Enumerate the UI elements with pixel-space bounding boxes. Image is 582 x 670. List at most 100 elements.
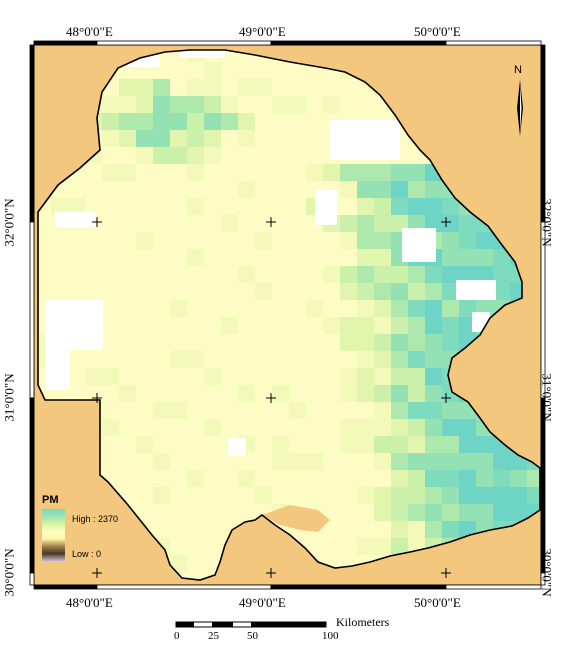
raster-cell: [68, 385, 86, 403]
raster-cell: [374, 317, 392, 335]
raster-cell: [340, 419, 358, 437]
raster-cell: [357, 232, 375, 250]
raster-cell: [255, 402, 273, 420]
raster-cell: [170, 283, 188, 301]
raster-cell: [153, 147, 171, 165]
raster-cell: [238, 453, 256, 471]
frame-segment: [540, 397, 546, 574]
raster-cell: [255, 385, 273, 403]
raster-cell: [153, 283, 171, 301]
raster-cell: [238, 283, 256, 301]
north-arrow-icon: [517, 80, 523, 136]
left-coord-2: 31°0'0"N: [1, 373, 17, 422]
raster-cell: [136, 436, 154, 454]
raster-cell: [425, 283, 443, 301]
raster-cell: [272, 283, 290, 301]
raster-cell: [391, 419, 409, 437]
raster-cell: [425, 453, 443, 471]
raster-cell: [204, 521, 222, 539]
raster-cell: [357, 249, 375, 267]
raster-cell: [391, 334, 409, 352]
raster-cell: [170, 334, 188, 352]
raster-cell: [408, 504, 426, 522]
raster-cell: [255, 181, 273, 199]
raster-cell: [119, 317, 137, 335]
raster-cell: [51, 283, 69, 301]
raster-cell: [38, 283, 52, 301]
raster-cell: [187, 334, 205, 352]
raster-cell: [442, 453, 460, 471]
raster-cell: [102, 164, 120, 182]
raster-cell: [255, 147, 273, 165]
raster-cell: [272, 436, 290, 454]
raster-cell: [459, 419, 477, 437]
raster-cell: [340, 164, 358, 182]
raster-cell: [476, 453, 494, 471]
raster-cell: [136, 181, 154, 199]
raster-cell: [170, 453, 188, 471]
raster-cell: [425, 521, 443, 539]
raster-cell: [272, 368, 290, 386]
raster-cell: [289, 334, 307, 352]
raster-cell: [68, 198, 86, 216]
raster-cell: [357, 368, 375, 386]
raster-cell: [357, 334, 375, 352]
raster-cell: [187, 79, 205, 97]
raster-cell: [493, 249, 511, 267]
raster-cell: [170, 198, 188, 216]
raster-cell: [306, 113, 324, 131]
raster-cell: [153, 504, 171, 522]
raster-cell: [238, 402, 256, 420]
raster-cell: [238, 487, 256, 505]
raster-cell: [306, 249, 324, 267]
raster-cell: [442, 283, 460, 301]
raster-cell: [408, 198, 426, 216]
raster-cell: [323, 249, 341, 267]
raster-cell: [102, 283, 120, 301]
raster-cell: [408, 487, 426, 505]
raster-cell: [323, 266, 341, 284]
raster-cell: [187, 402, 205, 420]
raster-cell: [272, 470, 290, 488]
raster-cell: [289, 317, 307, 335]
frame-segment: [540, 44, 546, 223]
raster-cell: [153, 419, 171, 437]
raster-cell: [357, 419, 375, 437]
frame-segment: [445, 40, 542, 46]
raster-cell: [136, 300, 154, 318]
bottom-coord-2: 49°0'0"E: [239, 595, 286, 610]
raster-cell: [102, 436, 120, 454]
raster-cell: [289, 249, 307, 267]
raster-cell: [391, 368, 409, 386]
raster-cell: [459, 504, 477, 522]
raster-cell: [323, 79, 341, 97]
raster-cell: [170, 368, 188, 386]
raster-cell: [136, 164, 154, 182]
raster-cell: [102, 215, 120, 233]
raster-cell: [272, 351, 290, 369]
raster-cell: [442, 334, 460, 352]
raster-cell: [153, 181, 171, 199]
raster-cell: [306, 130, 324, 148]
raster-cell: [272, 402, 290, 420]
raster-cell: [476, 487, 494, 505]
raster-cell: [476, 470, 494, 488]
raster-cell: [306, 368, 324, 386]
nodata-cell: [55, 212, 95, 227]
raster-cell: [289, 385, 307, 403]
raster-cell: [408, 470, 426, 488]
raster-cell: [289, 232, 307, 250]
raster-cell: [442, 249, 460, 267]
raster-cell: [408, 368, 426, 386]
raster-cell: [459, 266, 477, 284]
raster-cell: [255, 300, 273, 318]
raster-cell: [442, 215, 460, 233]
raster-cell: [340, 504, 358, 522]
raster-cell: [187, 368, 205, 386]
raster-cell: [442, 470, 460, 488]
raster-cell: [391, 198, 409, 216]
raster-cell: [255, 130, 273, 148]
raster-cell: [391, 164, 409, 182]
nodata-cell: [45, 300, 103, 350]
graticule-crosses: [92, 217, 451, 578]
